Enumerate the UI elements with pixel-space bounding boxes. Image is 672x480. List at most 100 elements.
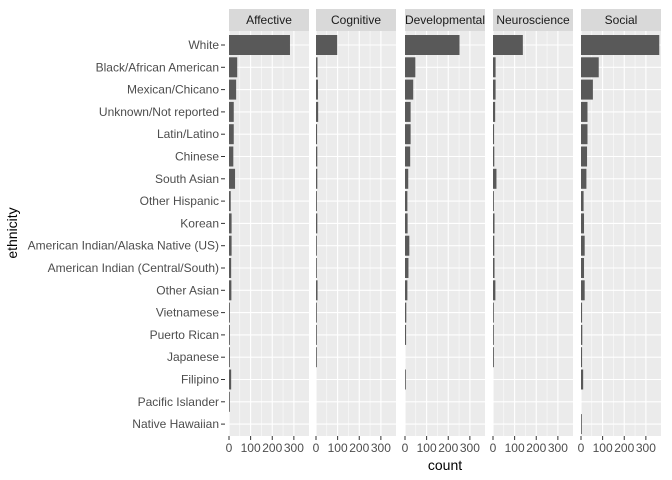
facet-panel-neuroscience	[493, 31, 573, 436]
bar-affective-7	[229, 191, 231, 212]
bar-social-11	[581, 280, 585, 301]
y-axis-title: ethnicity	[4, 207, 20, 258]
bar-cognitive-10	[316, 258, 317, 278]
x-tick-label: 200	[349, 441, 369, 455]
facet-panel-cognitive	[316, 31, 396, 436]
bar-social-8	[581, 213, 585, 234]
bar-affective-3	[229, 101, 234, 122]
bar-developmental-7	[405, 191, 408, 212]
bar-cognitive-5	[316, 146, 318, 167]
bar-social-5	[581, 146, 588, 167]
category-label: Other Asian	[156, 283, 219, 297]
bar-neuroscience-14	[493, 347, 494, 368]
category-label: Filipino	[181, 373, 219, 387]
x-axis-title: count	[428, 457, 462, 473]
x-tick-label: 0	[226, 441, 233, 455]
x-tick-label: 300	[284, 441, 304, 455]
bar-neuroscience-12	[493, 302, 494, 323]
facet-title-affective: Affective	[246, 13, 292, 27]
bar-affective-14	[229, 347, 230, 368]
bar-developmental-1	[405, 57, 416, 78]
x-tick-label: 100	[328, 441, 348, 455]
facet-panel-developmental	[405, 31, 485, 436]
x-tick-label: 200	[438, 441, 458, 455]
bar-developmental-12	[405, 302, 407, 323]
bar-cognitive-14	[316, 347, 317, 368]
facet-strip-developmental	[405, 9, 485, 31]
x-tick-label: 0	[313, 441, 320, 455]
bar-neuroscience-13	[493, 324, 494, 345]
bar-developmental-10	[405, 258, 409, 278]
bar-social-2	[581, 79, 593, 100]
category-label: Japanese	[167, 350, 219, 364]
x-tick-label: 300	[548, 441, 568, 455]
category-label: White	[188, 38, 219, 52]
x-tick-label: 300	[636, 441, 656, 455]
bar-social-6	[581, 168, 587, 189]
category-label: Chinese	[175, 150, 219, 164]
bar-developmental-4	[405, 124, 411, 145]
bar-affective-4	[229, 124, 234, 145]
facet-title-developmental: Developmental	[405, 13, 485, 27]
bar-developmental-8	[405, 213, 408, 234]
facet-panel-affective	[229, 31, 309, 436]
bar-cognitive-13	[316, 324, 317, 345]
facet-title-neuroscience: Neuroscience	[496, 13, 570, 27]
facet-strip-cognitive	[316, 9, 396, 31]
bar-affective-1	[229, 57, 238, 78]
bar-cognitive-0	[316, 35, 338, 55]
bar-social-10	[581, 258, 585, 278]
bar-developmental-13	[405, 324, 407, 345]
bar-developmental-11	[405, 280, 408, 301]
bar-social-3	[581, 101, 588, 122]
bar-social-0	[581, 35, 660, 55]
x-tick-label: 300	[460, 441, 480, 455]
category-label: Puerto Rican	[150, 328, 219, 342]
bar-neuroscience-0	[493, 35, 523, 55]
bar-developmental-0	[405, 35, 460, 55]
x-tick-label: 200	[614, 441, 634, 455]
facet-panel-social	[581, 31, 661, 436]
bar-affective-8	[229, 213, 232, 234]
bar-affective-10	[229, 258, 232, 278]
bar-neuroscience-6	[493, 168, 497, 189]
facet-strip-affective	[229, 9, 309, 31]
bar-social-13	[581, 324, 583, 345]
bar-developmental-6	[405, 168, 409, 189]
category-label: South Asian	[155, 172, 219, 186]
category-label: Unknown/Not reported	[99, 105, 219, 119]
facet-strip-social	[581, 9, 661, 31]
category-label: Pacific Islander	[138, 395, 219, 409]
bar-affective-9	[229, 235, 232, 256]
x-tick-label: 200	[262, 441, 282, 455]
category-label: Vietnamese	[156, 306, 219, 320]
x-tick-label: 100	[505, 441, 525, 455]
facet-strip-neuroscience	[493, 9, 573, 31]
category-label: Black/African American	[96, 60, 219, 74]
bar-affective-11	[229, 280, 232, 301]
bar-social-14	[581, 347, 583, 368]
bar-affective-5	[229, 146, 234, 167]
bar-developmental-15	[405, 369, 406, 390]
x-tick-label: 300	[371, 441, 391, 455]
bar-affective-15	[229, 369, 232, 390]
bar-cognitive-1	[316, 57, 318, 78]
x-tick-label: 100	[417, 441, 437, 455]
bar-neuroscience-11	[493, 280, 496, 301]
bar-social-17	[581, 414, 582, 435]
bar-neuroscience-2	[493, 79, 496, 100]
bar-cognitive-11	[316, 280, 318, 301]
bar-affective-6	[229, 168, 236, 189]
category-label: Mexican/Chicano	[127, 83, 219, 97]
bar-neuroscience-3	[493, 101, 496, 122]
bar-affective-2	[229, 79, 237, 100]
x-tick-label: 100	[593, 441, 613, 455]
bar-cognitive-7	[316, 191, 317, 212]
bar-cognitive-4	[316, 124, 318, 145]
bar-developmental-3	[405, 101, 411, 122]
bar-social-9	[581, 235, 585, 256]
bar-developmental-5	[405, 146, 411, 167]
bar-affective-12	[229, 302, 230, 323]
bar-cognitive-8	[316, 213, 318, 234]
